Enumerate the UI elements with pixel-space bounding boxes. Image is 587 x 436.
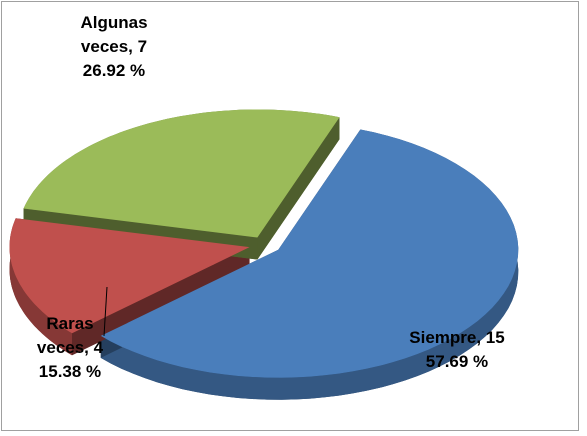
slice-side (100, 129, 519, 400)
data-label: Siempre, 15 57.69 % (392, 326, 522, 374)
chart-frame (1, 1, 579, 431)
slice-side (257, 117, 340, 260)
slice-side (9, 218, 72, 356)
label-text: Raras veces, 4 (36, 314, 104, 357)
slice (9, 218, 250, 334)
leader-line (103, 286, 108, 337)
label-percent: 26.92 % (82, 61, 146, 80)
label-text: Siempre, 15 (409, 328, 505, 347)
data-label: Raras veces, 4 15.38 % (20, 312, 120, 384)
label-percent: 57.69 % (425, 352, 489, 371)
label-percent: 15.38 % (38, 362, 102, 381)
slice (23, 109, 340, 238)
slice-side (71, 247, 250, 356)
data-label: Algunas veces, 7 26.92 % (58, 11, 170, 83)
slice (100, 129, 519, 378)
label-text: Algunas veces, 7 (80, 13, 148, 56)
